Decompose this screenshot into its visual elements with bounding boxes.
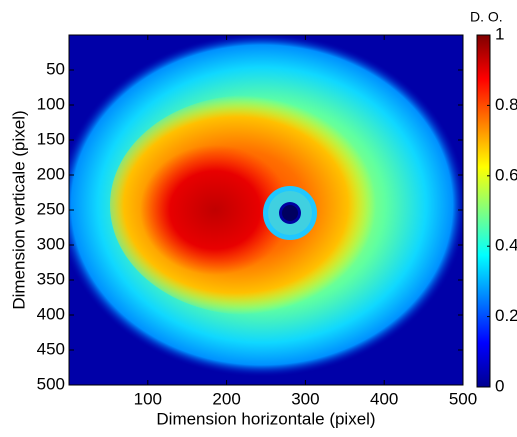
- heatmap-image: [69, 35, 463, 385]
- x-tick-label: 500: [449, 389, 477, 408]
- y-tick-label: 150: [37, 129, 65, 148]
- x-axis-label: Dimension horizontale (pixel): [156, 409, 375, 428]
- x-tick-label: 300: [291, 389, 319, 408]
- y-tick-label: 300: [37, 234, 65, 253]
- colorbar-tick-label: 1: [495, 24, 504, 43]
- colorbar-tick-label: 0.6: [495, 165, 517, 184]
- y-tick-label: 200: [37, 164, 65, 183]
- colorbar-tick-label: 0.4: [495, 236, 517, 255]
- colorbar-tick-label: 0.8: [495, 95, 517, 114]
- y-axis-label: Dimension verticale (pixel): [9, 110, 28, 309]
- y-tick-label: 400: [37, 304, 65, 323]
- y-tick-label: 350: [37, 269, 65, 288]
- x-tick-label: 100: [134, 389, 162, 408]
- colorbar: [476, 34, 491, 388]
- x-tick-label: 200: [212, 389, 240, 408]
- colorbar-label: D. O.: [470, 9, 503, 25]
- y-tick-label: 450: [37, 339, 65, 358]
- y-tick-label: 100: [37, 94, 65, 113]
- y-tick-label: 250: [37, 199, 65, 218]
- x-tick-label: 400: [370, 389, 398, 408]
- colorbar-tick-label: 0: [495, 376, 504, 395]
- y-tick-label: 50: [46, 59, 65, 78]
- y-tick-label: 500: [37, 374, 65, 393]
- colorbar-tick-label: 0.2: [495, 306, 517, 325]
